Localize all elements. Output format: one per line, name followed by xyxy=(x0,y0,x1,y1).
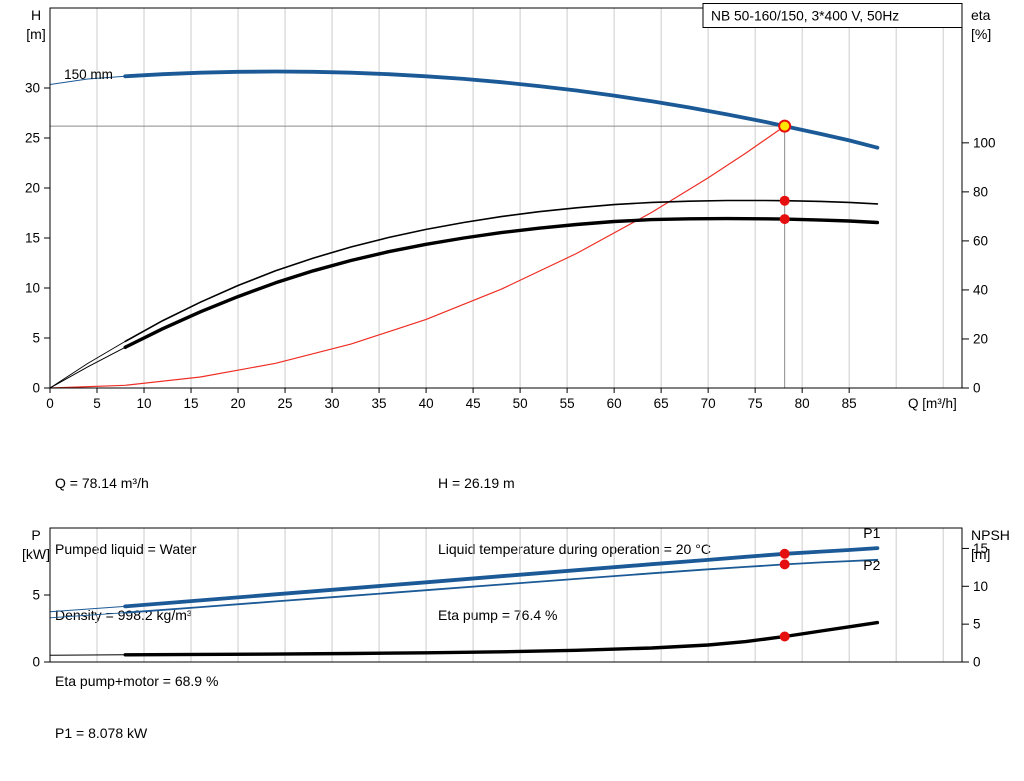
eta-pump-motor-curve-lead-in xyxy=(49,346,126,389)
duty-info-right-column: H = 26.19 m Liquid temperature during op… xyxy=(438,428,711,670)
y-left-axis-title: H xyxy=(31,7,41,23)
y-right-tick-label: 10 xyxy=(973,579,988,594)
p2-power-curve-lead-in xyxy=(49,612,126,619)
info-line-p1: P1 = 8.078 kW xyxy=(55,725,148,741)
info-line-flow: Q = 78.14 m³/h xyxy=(55,475,149,491)
p2-power-curve xyxy=(124,558,879,614)
duty-point xyxy=(778,119,792,133)
y-left-tick-label: 25 xyxy=(25,131,40,146)
y-right-axis-title: eta xyxy=(971,7,991,23)
y-left-axis-title: P xyxy=(31,527,40,543)
x-tick-label: 40 xyxy=(419,396,434,411)
y-right-tick-label: 100 xyxy=(973,135,996,150)
p1-power-curve xyxy=(123,546,880,609)
power-npsh-chart: 0 5 0 5 10 15 P [kW] NPSH [m] P1 P2 xyxy=(22,525,1010,669)
y-left-axis-title: [kW] xyxy=(22,546,50,562)
y-right-tick-label: 40 xyxy=(973,282,988,297)
p1-point xyxy=(779,548,790,559)
y-left-axis-title: [m] xyxy=(26,26,45,42)
x-tick-label: 75 xyxy=(748,396,763,411)
info-line-temperature: Liquid temperature during operation = 20… xyxy=(438,541,711,557)
x-tick-label: 70 xyxy=(701,396,716,411)
y-left-tick-label: 15 xyxy=(25,231,40,246)
x-tick-label: 65 xyxy=(654,396,669,411)
series-label-p2: P2 xyxy=(863,557,880,573)
plot-border xyxy=(49,7,963,389)
y-right-tick-label: 60 xyxy=(973,233,988,248)
y-right-tick-label: 80 xyxy=(973,184,988,199)
x-tick-label: 45 xyxy=(466,396,481,411)
head-curve-150mm-lead-in xyxy=(49,75,126,85)
y-left-tick-label: 10 xyxy=(25,281,40,296)
y-right-tick-label: 5 xyxy=(973,617,981,632)
eta-pump-motor-point xyxy=(779,214,790,225)
x-axis-title: Q [m³/h] xyxy=(908,396,957,411)
y-right-axis-title: [m] xyxy=(971,546,990,562)
npsh-point xyxy=(779,631,790,642)
info-line-liquid: Pumped liquid = Water xyxy=(55,541,197,557)
info-line-eta-total: Eta pump+motor = 68.9 % xyxy=(55,673,219,689)
y-right-tick-label: 0 xyxy=(973,381,981,396)
head-efficiency-chart: 0 5 10 15 20 25 30 0 20 40 60 80 100 0 5 10 15 20 25 30 35 40… xyxy=(25,3,996,411)
eta-pump-point xyxy=(779,195,790,206)
y-left-tick-label: 5 xyxy=(32,588,40,603)
plot-border xyxy=(49,527,963,663)
info-line-head: H = 26.19 m xyxy=(438,475,515,491)
info-line-eta-pump: Eta pump = 76.4 % xyxy=(438,607,558,623)
eta-pump-curve-lead-in xyxy=(49,341,126,389)
x-tick-label: 80 xyxy=(795,396,810,411)
npsh-curve xyxy=(123,620,880,657)
x-tick-label: 20 xyxy=(231,396,246,411)
power-info-column: P1 = 8.078 kW P2 = 7.287 kW NPSH = 3.37 … xyxy=(55,678,374,781)
y-right-axis-title: [%] xyxy=(971,26,991,42)
y-left-tick-label: 0 xyxy=(32,381,40,396)
x-tick-label: 85 xyxy=(842,396,857,411)
y-right-tick-label: 20 xyxy=(973,331,988,346)
x-tick-label: 25 xyxy=(278,396,293,411)
series-label-p1: P1 xyxy=(863,525,880,541)
p1-power-curve-lead-in xyxy=(49,605,126,613)
chart-title: NB 50-160/150, 3*400 V, 50Hz xyxy=(711,9,899,24)
eta-pump-curve xyxy=(124,199,879,343)
x-tick-label: 5 xyxy=(93,396,101,411)
y-left-tick-label: 0 xyxy=(32,655,40,669)
y-right-tick-label: 15 xyxy=(973,541,988,556)
x-tick-label: 30 xyxy=(325,396,340,411)
y-right-axis-title: NPSH xyxy=(971,527,1010,543)
chart-title-box xyxy=(702,3,963,28)
x-tick-label: 10 xyxy=(137,396,152,411)
x-tick-label: 35 xyxy=(372,396,387,411)
x-tick-label: 15 xyxy=(184,396,199,411)
x-tick-label: 55 xyxy=(560,396,575,411)
y-left-tick-label: 20 xyxy=(25,181,40,196)
system-parabola xyxy=(49,125,786,389)
y-right-tick-label: 0 xyxy=(973,655,981,669)
head-curve-150mm xyxy=(123,69,880,150)
p2-point xyxy=(779,559,790,570)
x-tick-label: 50 xyxy=(513,396,528,411)
y-left-tick-label: 30 xyxy=(25,81,40,96)
eta-pump-motor-curve xyxy=(123,216,880,349)
y-left-tick-label: 5 xyxy=(32,331,40,346)
x-tick-label: 0 xyxy=(46,396,54,411)
impeller-size-label: 150 mm xyxy=(64,67,113,82)
x-tick-label: 60 xyxy=(607,396,622,411)
